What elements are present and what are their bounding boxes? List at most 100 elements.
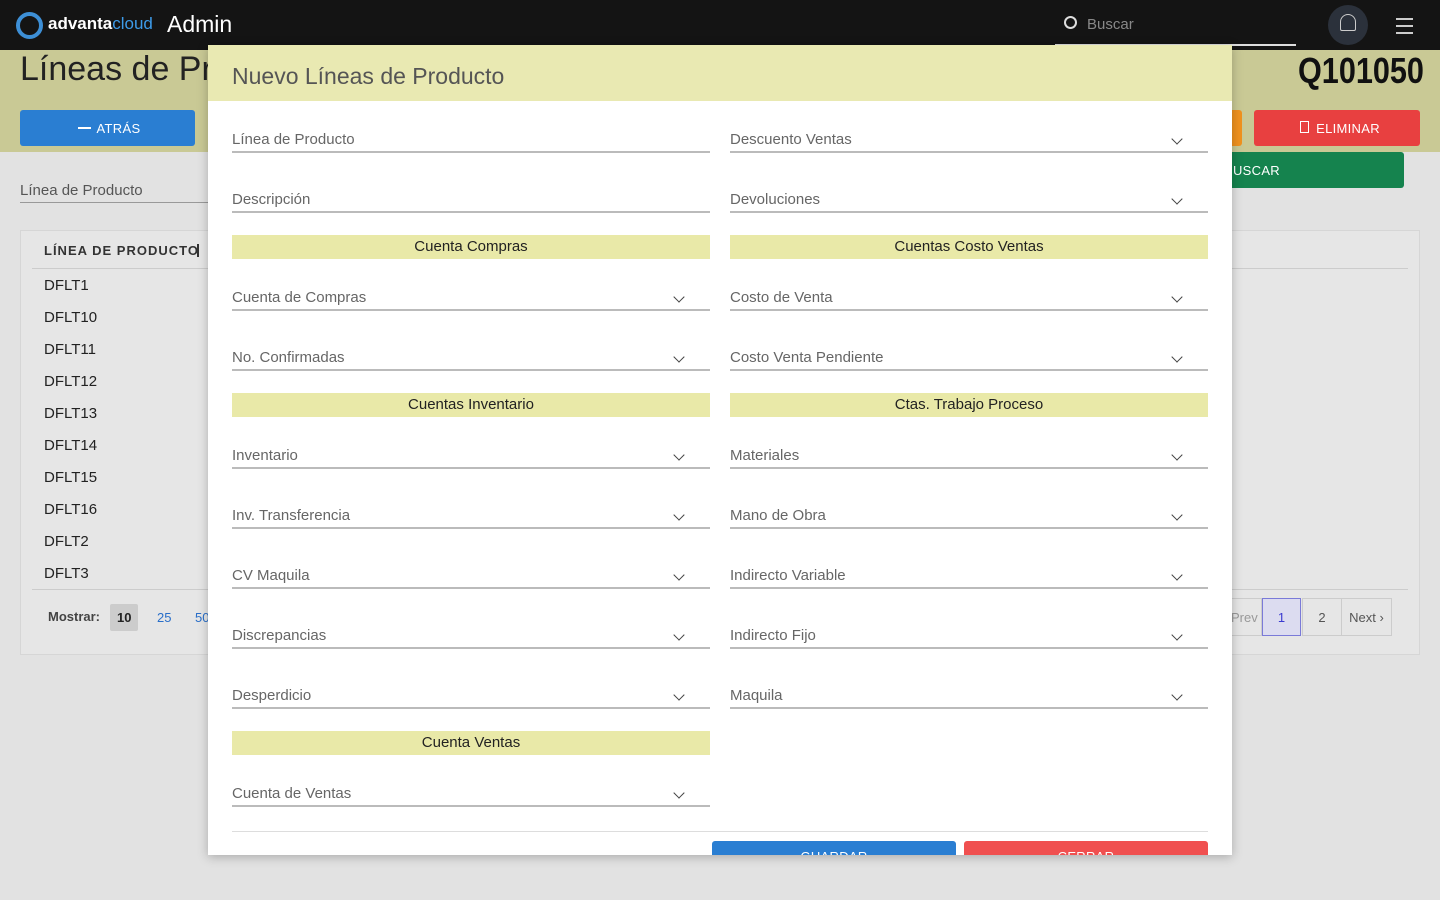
logo-icon bbox=[16, 12, 43, 39]
field-underline bbox=[232, 527, 710, 529]
table-cell[interactable]: DFLT16 bbox=[44, 501, 98, 518]
dropdown-icon[interactable] bbox=[1171, 509, 1183, 521]
field-underline bbox=[232, 467, 710, 469]
show-label: Mostrar: bbox=[48, 609, 101, 624]
dropdown-icon[interactable] bbox=[673, 509, 685, 521]
field-label[interactable]: Indirecto Variable bbox=[730, 567, 846, 584]
page-size[interactable]: 10 bbox=[110, 604, 139, 631]
field-underline bbox=[232, 309, 710, 311]
field-label[interactable]: Maquila bbox=[730, 687, 783, 704]
table-cell[interactable]: DFLT1 bbox=[44, 277, 89, 294]
field-underline bbox=[730, 309, 1208, 311]
field-label[interactable]: Desperdicio bbox=[232, 687, 312, 704]
field-label[interactable]: Cuenta de Compras bbox=[232, 289, 367, 306]
field-underline bbox=[232, 211, 710, 213]
table-cell[interactable]: DFLT10 bbox=[44, 309, 98, 326]
delete-button[interactable]: ELIMINAR bbox=[1254, 110, 1420, 146]
field-label[interactable]: CV Maquila bbox=[232, 567, 310, 584]
section-header: Cuentas Costo Ventas bbox=[730, 235, 1208, 259]
dropdown-icon[interactable] bbox=[1171, 449, 1183, 461]
table-cell[interactable]: DFLT2 bbox=[44, 533, 89, 550]
page-size[interactable]: 50 bbox=[195, 610, 210, 625]
field-underline bbox=[232, 707, 710, 709]
field-label[interactable]: Descripción bbox=[232, 191, 311, 208]
field-underline bbox=[730, 647, 1208, 649]
field-underline bbox=[730, 211, 1208, 213]
field-underline bbox=[730, 527, 1208, 529]
field-label[interactable]: Devoluciones bbox=[730, 191, 821, 208]
dropdown-icon[interactable] bbox=[1171, 291, 1183, 303]
page-code: Q101050 bbox=[1298, 50, 1424, 91]
field-underline bbox=[232, 805, 710, 807]
dropdown-icon[interactable] bbox=[1171, 629, 1183, 641]
modal: Nuevo Líneas de Producto Línea de Product… bbox=[208, 45, 1232, 855]
field-label[interactable]: Materiales bbox=[730, 447, 800, 464]
modal-header bbox=[208, 45, 1232, 101]
section-header: Ctas. Trabajo Proceso bbox=[730, 393, 1208, 417]
field-label[interactable]: Inventario bbox=[232, 447, 298, 464]
logo: advantacloud bbox=[48, 14, 153, 34]
dropdown-icon[interactable] bbox=[673, 291, 685, 303]
dropdown-icon[interactable] bbox=[673, 787, 685, 799]
field-underline bbox=[730, 369, 1208, 371]
field-label[interactable]: Costo Venta Pendiente bbox=[730, 349, 884, 366]
dropdown-icon[interactable] bbox=[1171, 133, 1183, 145]
field-label[interactable]: Indirecto Fijo bbox=[730, 627, 816, 644]
search-input[interactable]: Buscar bbox=[1087, 16, 1134, 33]
trash-icon bbox=[1300, 121, 1309, 133]
next-button[interactable]: Next › bbox=[1341, 598, 1392, 636]
dropdown-icon[interactable] bbox=[1171, 689, 1183, 701]
dropdown-icon[interactable] bbox=[673, 449, 685, 461]
field-label[interactable]: Cuenta de Ventas bbox=[232, 785, 352, 802]
search-icon bbox=[1064, 16, 1077, 29]
back-label: ATRÁS bbox=[96, 120, 141, 136]
filter-underline bbox=[20, 202, 220, 203]
field-underline bbox=[232, 647, 710, 649]
field-label[interactable]: Descuento Ventas bbox=[730, 131, 852, 148]
dropdown-icon[interactable] bbox=[673, 569, 685, 581]
close-button[interactable]: CERRAR bbox=[964, 841, 1208, 855]
menu-icon[interactable] bbox=[1396, 32, 1413, 34]
back-button[interactable]: ATRÁS bbox=[20, 110, 195, 146]
field-underline bbox=[232, 587, 710, 589]
field-underline bbox=[232, 151, 710, 153]
dropdown-icon[interactable] bbox=[1171, 569, 1183, 581]
page-button[interactable]: 1 bbox=[1262, 598, 1301, 636]
section-header: Cuenta Ventas bbox=[232, 731, 710, 755]
table-cell[interactable]: DFLT12 bbox=[44, 373, 98, 390]
menu-icon[interactable] bbox=[1396, 25, 1413, 27]
table-cell[interactable]: DFLT14 bbox=[44, 437, 98, 454]
table-cell[interactable]: DFLT15 bbox=[44, 469, 98, 486]
page-size[interactable]: 25 bbox=[157, 610, 172, 625]
dropdown-icon[interactable] bbox=[1171, 193, 1183, 205]
field-underline bbox=[232, 369, 710, 371]
table-cell[interactable]: DFLT13 bbox=[44, 405, 98, 422]
menu-icon[interactable] bbox=[1396, 18, 1413, 20]
section-header: Cuenta Compras bbox=[232, 235, 710, 259]
table-cell[interactable]: DFLT11 bbox=[44, 341, 96, 358]
field-label[interactable]: Línea de Producto bbox=[232, 131, 355, 148]
logo-text: cloud bbox=[112, 14, 153, 33]
dropdown-icon[interactable] bbox=[673, 689, 685, 701]
page-button[interactable]: 2 bbox=[1302, 598, 1342, 636]
field-label[interactable]: Mano de Obra bbox=[730, 507, 826, 524]
field-label[interactable]: Discrepancias bbox=[232, 627, 327, 644]
field-label[interactable]: Costo de Venta bbox=[730, 289, 833, 306]
dropdown-icon[interactable] bbox=[673, 351, 685, 363]
field-underline bbox=[730, 587, 1208, 589]
save-button[interactable]: GUARDAR bbox=[712, 841, 956, 855]
sort-icon bbox=[197, 244, 199, 257]
logo-text: advanta bbox=[48, 14, 113, 33]
field-underline bbox=[730, 707, 1208, 709]
arrow-icon bbox=[78, 127, 91, 129]
table-cell[interactable]: DFLT3 bbox=[44, 565, 89, 582]
app-name: Admin bbox=[167, 11, 233, 37]
section-header: Cuentas Inventario bbox=[232, 393, 710, 417]
dropdown-icon[interactable] bbox=[673, 629, 685, 641]
field-label[interactable]: Inv. Transferencia bbox=[232, 507, 351, 524]
dropdown-icon[interactable] bbox=[1171, 351, 1183, 363]
table-header: LÍNEA DE PRODUCTO bbox=[44, 243, 199, 258]
modal-title: Nuevo Líneas de Producto bbox=[232, 63, 505, 89]
field-label[interactable]: No. Confirmadas bbox=[232, 349, 345, 366]
top-bar bbox=[0, 0, 1440, 50]
